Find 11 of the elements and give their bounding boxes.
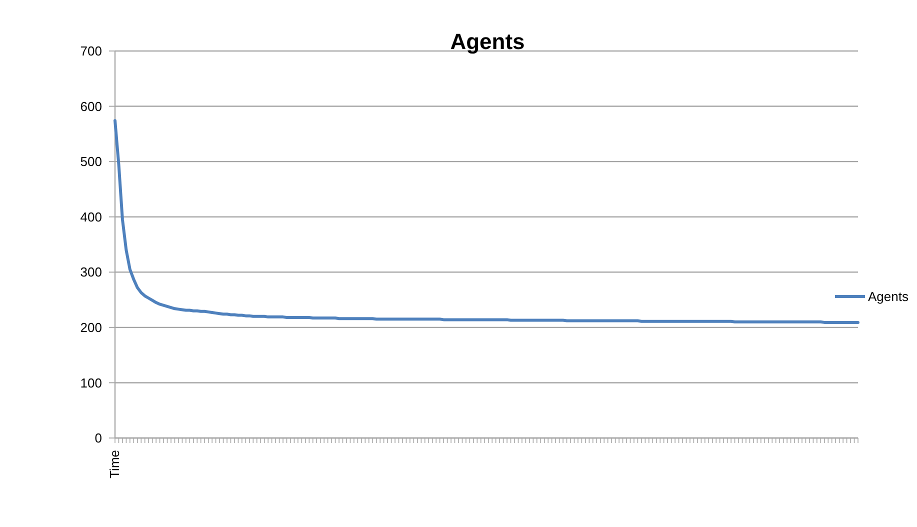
- y-tick-label: 700: [80, 44, 102, 59]
- legend-label: Agents: [868, 289, 909, 304]
- y-tick-label: 200: [80, 320, 102, 335]
- y-tick-label: 300: [80, 264, 102, 280]
- y-tick-label: 500: [80, 154, 102, 170]
- chart-title: Agents: [450, 29, 525, 54]
- y-tick-label: 600: [80, 98, 102, 114]
- x-tick-label: Time: [107, 450, 122, 478]
- y-tick-label: 100: [80, 375, 102, 390]
- y-tick-label: 0: [94, 430, 102, 446]
- y-tick-label: 400: [80, 209, 102, 224]
